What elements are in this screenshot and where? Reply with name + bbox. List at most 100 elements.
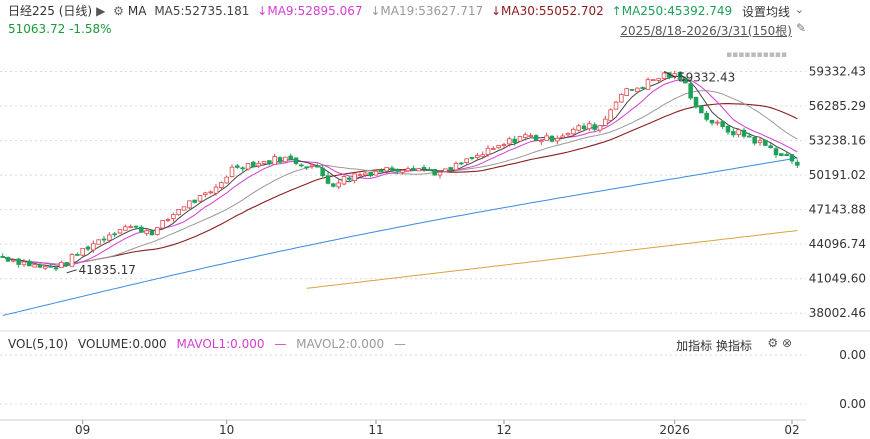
candle-body xyxy=(725,125,731,133)
candle-body xyxy=(661,72,667,80)
ma250-dir: ↑ xyxy=(611,4,622,18)
candle-body xyxy=(203,192,208,195)
candle-body xyxy=(363,172,368,176)
ma19-value: MA19:53627.717 xyxy=(380,4,484,18)
last-price: 51063.72 xyxy=(8,22,66,36)
candle-body xyxy=(261,161,267,164)
switch-indicator-button[interactable]: 换指标 xyxy=(715,339,752,353)
indicator-tools: 加指标 换指标 xyxy=(676,337,752,354)
candle-body xyxy=(464,158,469,164)
candle-body xyxy=(677,71,683,80)
vol-mavol2-dash: — xyxy=(393,337,406,351)
candle-body xyxy=(699,105,704,114)
y-tick-label: 59332.43 xyxy=(809,64,866,78)
candle-body xyxy=(453,163,459,171)
candle-body xyxy=(320,167,325,177)
candle-body xyxy=(331,183,336,187)
candle-body xyxy=(91,243,96,251)
candle-body xyxy=(672,73,677,77)
candle-body xyxy=(208,191,213,194)
pin-icon[interactable]: ✎ xyxy=(795,21,806,35)
candle-body xyxy=(416,168,421,172)
ma250-line xyxy=(2,157,798,316)
close-icon[interactable]: ⊗ xyxy=(781,336,792,350)
candle-body xyxy=(560,135,565,138)
ma9-value: MA9:52895.067 xyxy=(267,4,363,18)
candle-body xyxy=(96,239,101,245)
add-indicator-button[interactable]: 加指标 xyxy=(676,339,713,353)
gear-icon[interactable]: ⚙ xyxy=(767,336,779,350)
candle-body xyxy=(181,206,187,211)
y-tick-label: 53238.16 xyxy=(809,134,866,148)
candle-body xyxy=(347,177,352,180)
ma19-line xyxy=(2,90,798,265)
candle-body xyxy=(187,200,192,209)
candle-body xyxy=(139,226,144,233)
vol-mavol1-dash: — xyxy=(274,337,287,351)
candle-body xyxy=(309,164,315,167)
candle-body xyxy=(592,124,597,130)
candle-body xyxy=(496,144,501,149)
candle-body xyxy=(16,258,21,265)
candle-body xyxy=(192,199,197,203)
y-tick-label: 47143.88 xyxy=(809,203,866,217)
x-tick-label: 09 xyxy=(75,423,90,437)
candle-body xyxy=(0,256,5,258)
candle-body xyxy=(197,195,203,202)
candle-body xyxy=(709,119,715,124)
candle-body xyxy=(507,138,512,145)
ma-yellow-line xyxy=(306,230,798,289)
candle-body xyxy=(101,238,107,241)
candle-body xyxy=(48,265,53,268)
y-axis: 59332.43 56285.29 53238.16 50191.02 47143.88… xyxy=(809,64,866,320)
set-ma-button[interactable]: 设置均线 xyxy=(741,5,790,19)
candle-body xyxy=(336,182,341,188)
candle-body xyxy=(27,260,32,267)
candle-body xyxy=(107,234,112,241)
candle-body xyxy=(656,78,661,81)
candle-body xyxy=(117,229,123,234)
x-tick-label: 11 xyxy=(368,423,383,437)
candle-body xyxy=(155,227,160,235)
candle-body xyxy=(112,233,117,236)
candle-body xyxy=(59,261,64,269)
candle-body xyxy=(485,147,491,155)
candle-body xyxy=(411,168,416,171)
ma-legend: 日经225 (日线) ▶ ⚙ MA MA5:52735.181 ↓MA9:52895… xyxy=(8,3,736,19)
volume-panel: 0.00 0.00 xyxy=(0,330,870,411)
max-pointer xyxy=(663,71,677,78)
candle-body xyxy=(741,129,747,137)
gear-icon[interactable]: ⚙ xyxy=(113,4,124,18)
ma30-value: MA30:55052.702 xyxy=(501,4,604,18)
candle-body xyxy=(640,87,645,89)
candle-body xyxy=(779,153,784,156)
vol-title[interactable]: VOL(5,10) xyxy=(8,337,69,351)
candle-body xyxy=(288,155,293,160)
chevron-down-icon[interactable]: ⌄ xyxy=(794,3,804,16)
candle-body xyxy=(480,154,485,158)
y-tick-label: 44096.74 xyxy=(809,237,866,251)
date-range[interactable]: 2025/8/18-2026/3/31(150根) xyxy=(620,24,792,38)
x-tick-label: 12 xyxy=(496,423,511,437)
candle-body xyxy=(549,135,555,142)
candle-body xyxy=(757,139,763,143)
candle-body xyxy=(389,167,395,171)
ma250-value: MA250:45392.749 xyxy=(621,4,733,18)
candle-body xyxy=(683,79,688,84)
candle-body xyxy=(384,167,389,172)
play-right-icon[interactable]: ▶ xyxy=(96,4,106,18)
y-tick-label: 56285.29 xyxy=(809,99,866,113)
x-tick-label: 02 xyxy=(784,423,799,437)
candle-body xyxy=(5,257,11,262)
symbol-label[interactable]: 日经225 (日线) xyxy=(8,4,93,18)
candle-body xyxy=(459,162,464,165)
candle-body xyxy=(267,160,272,165)
price-change: -1.58% xyxy=(69,22,112,36)
candle-body xyxy=(688,83,693,99)
ma19-dir: ↓ xyxy=(370,4,381,18)
candle-body xyxy=(693,96,699,108)
candle-body xyxy=(576,125,581,131)
price-info: 51063.72 -1.58% xyxy=(8,22,112,36)
candle-body xyxy=(427,168,432,171)
